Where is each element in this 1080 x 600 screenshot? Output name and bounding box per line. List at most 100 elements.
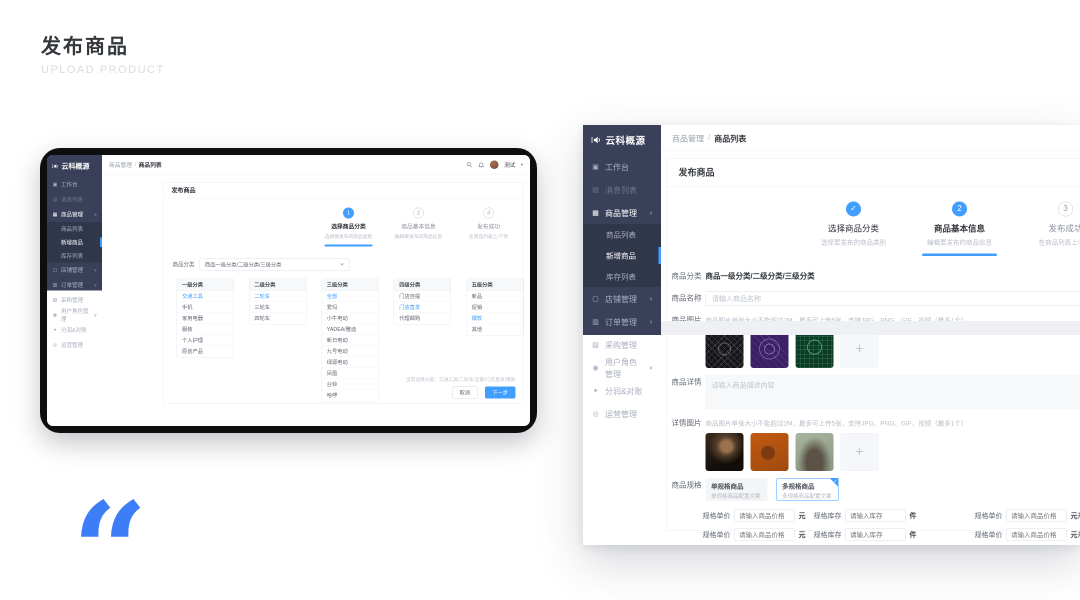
- breadcrumb-current: 商品列表: [138, 162, 162, 169]
- search-icon[interactable]: [466, 162, 473, 169]
- category-item[interactable]: 爱玛: [321, 302, 379, 313]
- sidebar-item[interactable]: ◉ 用户角色管理 ∨: [52, 308, 97, 323]
- operations-icon: ◎: [592, 409, 599, 418]
- active-indicator-bar: [100, 237, 102, 247]
- chevron-icon: ∨: [648, 364, 653, 371]
- sidebar-subitem[interactable]: 商品列表: [61, 226, 83, 233]
- sidebar-item[interactable]: ▦ 商品管理 ∧: [592, 208, 653, 218]
- sidebar-item[interactable]: ✦ 分润&对账: [592, 386, 643, 396]
- category-item[interactable]: 其他: [471, 326, 483, 333]
- spec-type-options: 单规格商品 单规格商品配置文案 ✓ 多规格商品 多规格商品配置文案: [705, 478, 839, 501]
- category-column-level1: 一级分类 交通工具 手机 家用电器 服装 个人护理 原创产品: [176, 278, 234, 358]
- sidebar-item[interactable]: ✦ 分润&对账: [52, 327, 87, 334]
- product-info-form: 商品分类 商品一级分类/二级分类/三级分类 商品名称 商品图片 商品图片单张大小…: [667, 256, 1080, 545]
- spec-price-input[interactable]: [734, 509, 795, 522]
- spec-price-input[interactable]: [734, 528, 795, 541]
- sidebar-item[interactable]: ▢ 店铺管理 ∨: [52, 267, 97, 274]
- publish-card: 发布商品 1 选择商品分类 选择要发布的商品类别: [163, 182, 524, 404]
- detail-image-thumb[interactable]: [705, 433, 744, 471]
- spec-stock-input[interactable]: [845, 528, 906, 541]
- sidebar-item[interactable]: ▤ 消息列表: [592, 185, 638, 195]
- sidebar-item[interactable]: ◉ 用户角色管理 ∨: [592, 358, 653, 380]
- category-item[interactable]: 四轮车: [254, 315, 271, 322]
- category-select[interactable]: 商品一级分类/二级分类/三级分类: [199, 258, 350, 271]
- upload-image-button[interactable]: +: [840, 330, 879, 368]
- product-detail-textarea[interactable]: [705, 375, 1080, 409]
- notification-bell-icon[interactable]: [478, 162, 485, 169]
- sidebar-subitem[interactable]: 新增商品: [583, 245, 661, 266]
- category-item[interactable]: 新日电动: [321, 335, 379, 346]
- spec-input-rows: 规格单价 元 规格库存 件: [667, 509, 1080, 541]
- sidebar-item[interactable]: ◎ 运营管理: [592, 409, 638, 419]
- category-item[interactable]: 小牛电动: [321, 313, 379, 324]
- detail-image-thumb[interactable]: [795, 433, 834, 471]
- sidebar-item[interactable]: ▦ 商品管理 ∧: [52, 211, 97, 218]
- category-item[interactable]: 原创产品: [182, 348, 203, 355]
- product-image-thumb[interactable]: [705, 330, 744, 368]
- sidebar-subitem[interactable]: 库存列表: [606, 272, 637, 282]
- category-item[interactable]: 手机: [177, 302, 234, 313]
- category-item[interactable]: 凤凰: [321, 368, 379, 379]
- wizard-step[interactable]: 3 发布成功 在商品列表上/下架: [454, 207, 524, 247]
- wizard-step[interactable]: ✓ 选择商品分类 选择要发布的商品类别: [801, 201, 907, 257]
- wizard-step[interactable]: 2 商品基本信息 编辑要发布的商品信息: [907, 201, 1013, 256]
- reconciliation-icon: ✦: [592, 386, 599, 395]
- breadcrumb-section[interactable]: 商品管理: [672, 134, 705, 144]
- brand-name: 云科概源: [61, 162, 90, 170]
- spec-price-input[interactable]: [1006, 528, 1067, 541]
- sidebar-item[interactable]: ▢ 店铺管理 ∨: [592, 294, 653, 304]
- sidebar-item[interactable]: ▧ 采购管理: [592, 340, 638, 350]
- cancel-button[interactable]: 取消: [452, 386, 478, 399]
- category-item[interactable]: 二轮车: [249, 291, 306, 302]
- product-image-thumb[interactable]: [795, 330, 834, 368]
- sidebar-item[interactable]: ◎ 运营管理: [52, 342, 83, 349]
- category-item[interactable]: 促销: [466, 302, 523, 313]
- wizard-step[interactable]: 1 选择商品分类 选择要发布的商品类别: [314, 207, 384, 247]
- sidebar-item[interactable]: ▧ 采购管理: [52, 297, 83, 304]
- spec-stock-input[interactable]: [845, 509, 906, 522]
- category-item[interactable]: 三轮车: [249, 302, 306, 313]
- detail-images-label: 详情图片: [671, 419, 702, 428]
- mini-app: 云科概源 ▣ 工作台 ▤ 消息: [47, 155, 530, 404]
- detail-image-thumb[interactable]: [750, 433, 789, 471]
- category-item[interactable]: 代理邮购: [399, 315, 421, 322]
- category-item[interactable]: 爆款: [466, 313, 523, 324]
- column-header: 五级分类: [466, 279, 523, 291]
- spec-type-card[interactable]: 单规格商品 单规格商品配置文案 ✓: [705, 478, 768, 501]
- product-image-thumb[interactable]: [750, 330, 789, 368]
- sidebar-subitem[interactable]: 库存列表: [61, 253, 83, 260]
- sidebar-subitem[interactable]: 商品列表: [606, 230, 637, 240]
- category-item[interactable]: 绿源电动: [321, 357, 379, 368]
- category-item[interactable]: 哈啰: [326, 392, 338, 399]
- username[interactable]: 测试: [504, 162, 516, 169]
- next-step-button[interactable]: 下一步: [484, 386, 516, 399]
- sidebar-menu-top: ▣ 工作台 ▤ 消息列表 ▦ 商品管理: [583, 155, 661, 224]
- spec-price-input[interactable]: [1006, 509, 1067, 522]
- sidebar-item[interactable]: ▥ 订单管理 ∨: [592, 317, 653, 327]
- breadcrumb-section[interactable]: 商品管理: [109, 162, 132, 169]
- sidebar-subitem[interactable]: 新增商品: [47, 236, 102, 250]
- sidebar-item[interactable]: ▣ 工作台: [592, 162, 630, 172]
- category-item[interactable]: YADEA/雅迪: [321, 324, 379, 335]
- active-step-underline: [324, 244, 373, 247]
- spec-type-card[interactable]: 多规格商品 多规格商品配置文案 ✓: [776, 478, 839, 501]
- category-item[interactable]: 新品: [466, 291, 523, 302]
- sidebar-item[interactable]: ▣ 工作台: [52, 181, 78, 188]
- wizard-step[interactable]: 3 发布成功 在商品列表上/下架: [1013, 201, 1080, 257]
- product-name-input[interactable]: [705, 291, 1080, 306]
- wizard-footer: 当前选择分类：交通工具/二轮车/全部/门店直发/爆款 取消 下一步: [406, 376, 516, 399]
- category-item[interactable]: 九号电动: [321, 346, 379, 357]
- sidebar-item[interactable]: ▤ 消息列表: [52, 196, 83, 203]
- category-item[interactable]: 门店直发: [394, 302, 451, 313]
- category-item[interactable]: 交通工具: [177, 291, 234, 302]
- sidebar-item[interactable]: ▥ 订单管理 ∨: [52, 282, 97, 289]
- category-item[interactable]: 个人护理: [177, 335, 234, 346]
- category-item[interactable]: 门店自提: [394, 291, 451, 302]
- user-avatar[interactable]: [490, 160, 499, 169]
- wizard-step[interactable]: 2 商品基本信息 编辑要发布的商品信息: [384, 207, 454, 247]
- category-item[interactable]: 服装: [177, 324, 234, 335]
- upload-detail-image-button[interactable]: +: [840, 433, 879, 471]
- category-item[interactable]: 家用电器: [177, 313, 234, 324]
- category-item[interactable]: 台铃: [321, 379, 379, 390]
- category-item[interactable]: 全部: [321, 291, 379, 302]
